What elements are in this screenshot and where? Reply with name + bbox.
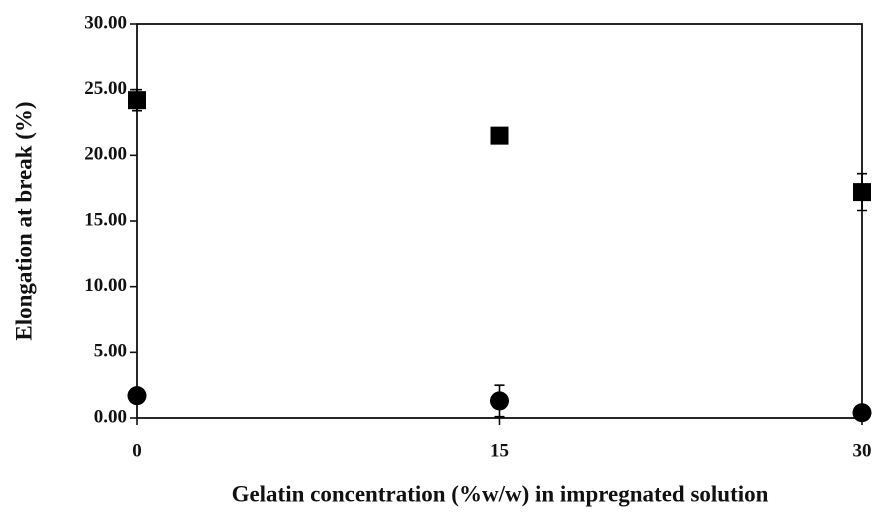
point	[490, 391, 509, 411]
y-tick-label: 5.00	[94, 341, 127, 362]
x-tick-label: 0	[132, 440, 142, 461]
plot-frame	[136, 23, 863, 419]
x-tick-label: 30	[853, 440, 872, 461]
point	[853, 183, 871, 202]
y-tick-label: 10.00	[84, 275, 127, 296]
y-tick-label: 25.00	[84, 78, 127, 99]
point	[127, 386, 147, 406]
point	[852, 403, 872, 423]
y-tick-label: 20.00	[84, 144, 127, 165]
y-tick-label: 0.00	[94, 406, 127, 427]
y-tick-label: 30.00	[84, 12, 127, 33]
y-axis-label: Elongation at break (%)	[11, 101, 36, 340]
x-axis-label: Gelatin concentration (%w/w) in impregna…	[232, 481, 769, 506]
point	[128, 91, 146, 110]
point	[490, 126, 509, 145]
x-tick-label: 15	[490, 440, 509, 461]
y-tick-label: 15.00	[84, 209, 127, 230]
